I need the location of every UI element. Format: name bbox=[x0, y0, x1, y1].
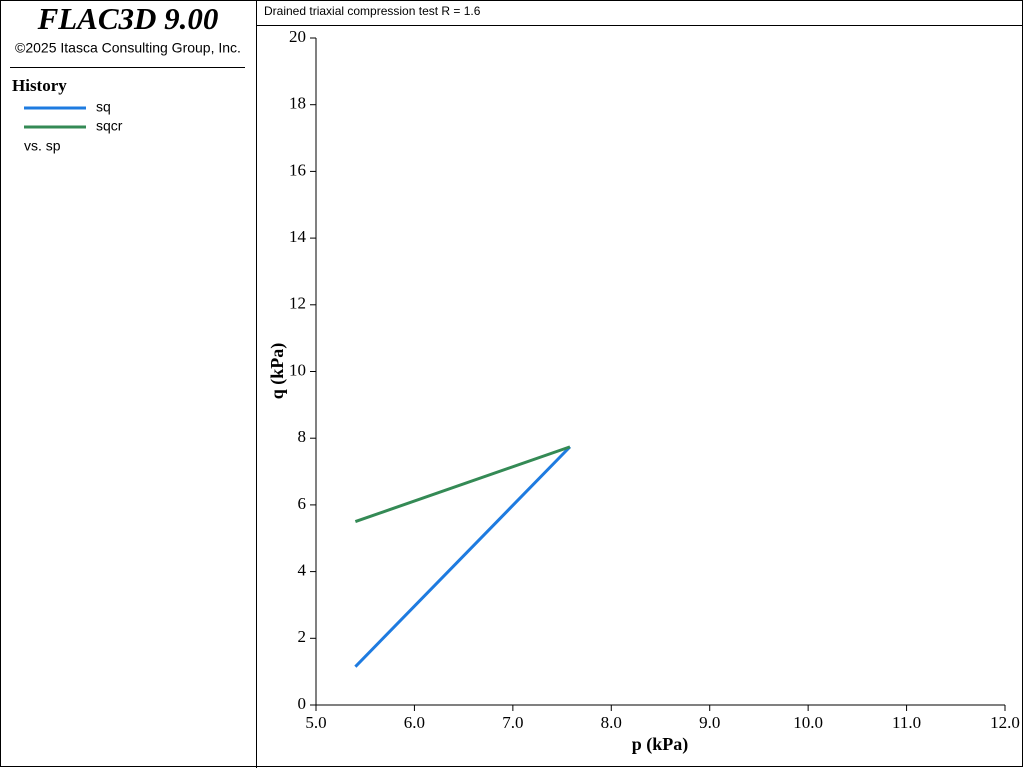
legend-title: History bbox=[12, 76, 67, 95]
legend-label: sq bbox=[96, 99, 111, 115]
y-tick-label: 6 bbox=[298, 494, 307, 513]
y-tick-label: 16 bbox=[289, 160, 306, 179]
app-title: FLAC3D 9.00 bbox=[37, 1, 219, 36]
y-tick-label: 18 bbox=[289, 94, 306, 113]
chart-title: Drained triaxial compression test R = 1.… bbox=[264, 4, 481, 18]
y-tick-label: 8 bbox=[298, 427, 307, 446]
y-tick-label: 14 bbox=[289, 227, 307, 246]
series-line bbox=[354, 445, 571, 523]
y-tick-label: 12 bbox=[289, 294, 306, 313]
x-tick-label: 7.0 bbox=[502, 713, 523, 732]
series-line bbox=[354, 445, 572, 668]
x-axis-label: p (kPa) bbox=[632, 734, 689, 755]
x-tick-label: 9.0 bbox=[699, 713, 720, 732]
y-tick-label: 20 bbox=[289, 27, 306, 46]
y-axis-label: q (kPa) bbox=[267, 343, 288, 400]
x-tick-label: 5.0 bbox=[305, 713, 326, 732]
x-tick-label: 12.0 bbox=[990, 713, 1020, 732]
y-tick-label: 0 bbox=[298, 694, 307, 713]
x-tick-label: 11.0 bbox=[892, 713, 921, 732]
legend-label: sqcr bbox=[96, 118, 123, 134]
x-tick-label: 6.0 bbox=[404, 713, 425, 732]
x-tick-label: 10.0 bbox=[793, 713, 823, 732]
y-tick-label: 4 bbox=[298, 561, 307, 580]
copyright: ©2025 Itasca Consulting Group, Inc. bbox=[15, 40, 241, 56]
x-series-label: vs. sp bbox=[24, 138, 61, 154]
y-tick-label: 10 bbox=[289, 360, 306, 379]
x-tick-label: 8.0 bbox=[601, 713, 622, 732]
y-tick-label: 2 bbox=[298, 627, 307, 646]
